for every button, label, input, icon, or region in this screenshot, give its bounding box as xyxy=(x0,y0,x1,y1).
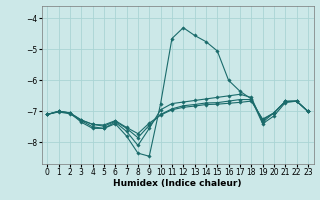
X-axis label: Humidex (Indice chaleur): Humidex (Indice chaleur) xyxy=(113,179,242,188)
